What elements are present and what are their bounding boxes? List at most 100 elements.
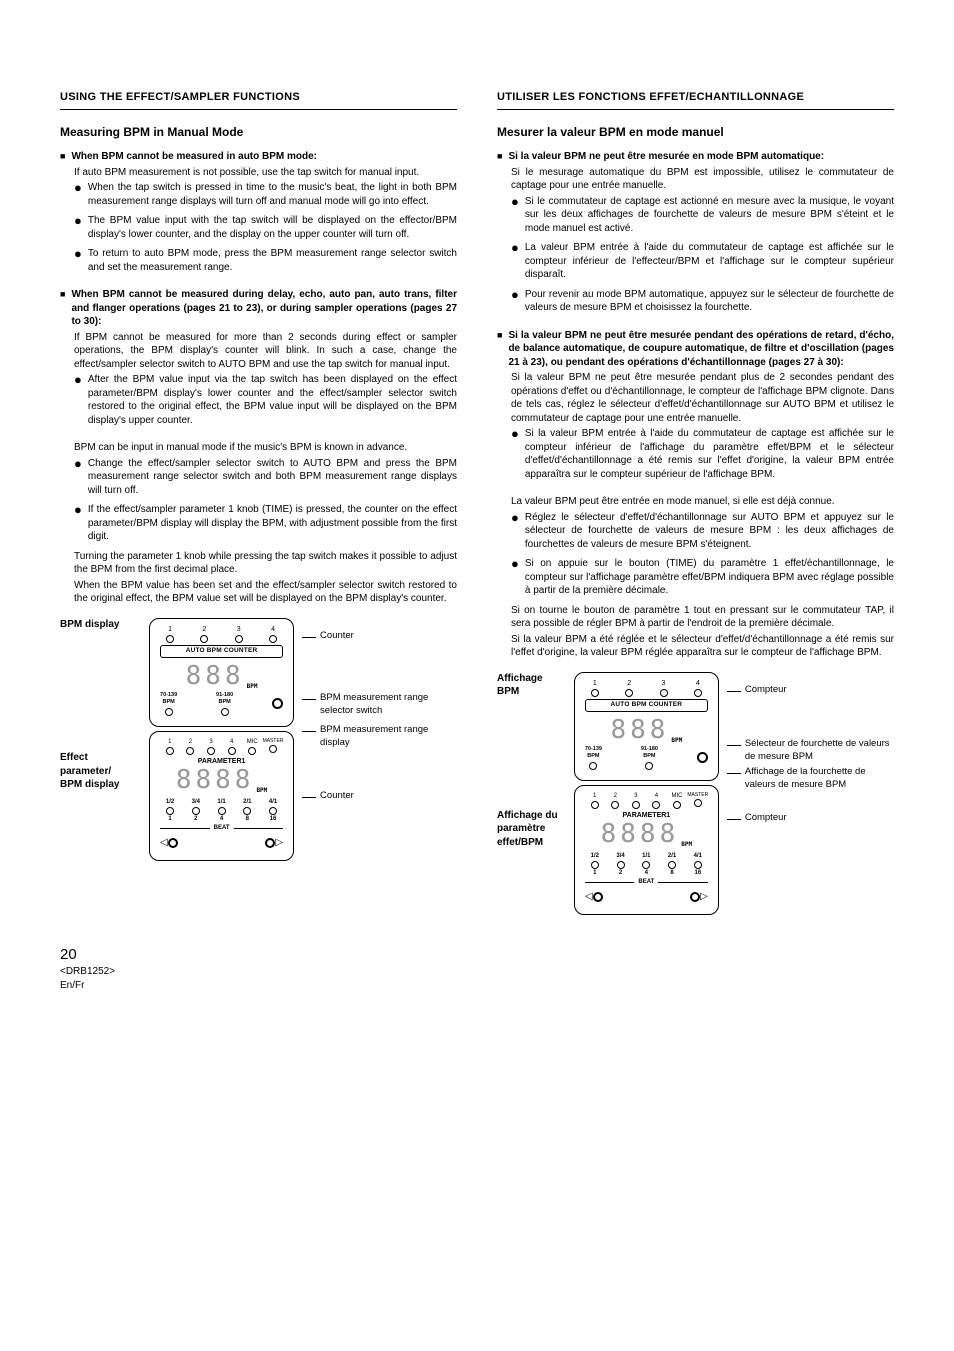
- pad-button-icon[interactable]: [690, 892, 700, 902]
- anno-counter: Counter: [320, 630, 354, 643]
- led-icon: [269, 635, 277, 643]
- triangle-left-icon[interactable]: ◁: [160, 836, 168, 850]
- square-bullet-icon: ■: [497, 150, 502, 164]
- dot-bullet-icon: ●: [74, 373, 82, 427]
- triangle-right-icon[interactable]: ▷: [275, 836, 283, 850]
- left-b2-p1: If BPM cannot be measured for more than …: [74, 331, 457, 372]
- auto-bpm-counter-box-r: AUTO BPM COUNTER: [585, 699, 708, 712]
- led-icon: [652, 801, 660, 809]
- dot-bullet-icon: ●: [511, 557, 519, 598]
- right-b2-p4: Si la valeur BPM a été réglée et le séle…: [511, 633, 894, 660]
- dot-bullet-icon: ●: [511, 241, 519, 282]
- dot-bullet-icon: ●: [511, 288, 519, 315]
- anno-counter2: Counter: [320, 790, 354, 803]
- right-b2-p1: Si la valeur BPM ne peut être mesurée pe…: [511, 371, 894, 425]
- pad-button-icon[interactable]: [593, 892, 603, 902]
- left-b2-d1: ● After the BPM value input via the tap …: [74, 373, 457, 427]
- led-icon: [228, 747, 236, 755]
- dot-bullet-icon: ●: [74, 247, 82, 274]
- doc-lang: En/Fr: [60, 979, 894, 993]
- anno-affichage-fourchette: Affichage de la fourchette de valeurs de…: [745, 766, 894, 792]
- doc-code: <DRB1252>: [60, 965, 894, 979]
- right-b1-d2: ● La valeur BPM entrée à l'aide du commu…: [511, 241, 894, 282]
- left-b2-d2: ● Change the effect/sampler selector swi…: [74, 457, 457, 498]
- led-icon: [243, 807, 251, 815]
- left-b2-p2: BPM can be input in manual mode if the m…: [74, 441, 457, 455]
- right-b2-d1: ● Si la valeur BPM entrée à l'aide du co…: [511, 427, 894, 481]
- triangle-right-icon[interactable]: ▷: [700, 890, 708, 904]
- dot-bullet-icon: ●: [74, 181, 82, 208]
- right-h2: Mesurer la valeur BPM en mode manuel: [497, 124, 894, 140]
- right-section-header: UTILISER LES FONCTIONS EFFET/ECHANTILLON…: [497, 90, 894, 110]
- led-icon: [591, 689, 599, 697]
- anno-range-disp: BPM measurement range display: [320, 724, 457, 750]
- led-icon: [166, 635, 174, 643]
- left-section-header: USING THE EFFECT/SAMPLER FUNCTIONS: [60, 90, 457, 110]
- led-icon: [645, 762, 653, 770]
- bpm-upper-panel: 1 2 3 4 AUTO BPM COUNTER 888BPM 70-139 B…: [149, 618, 294, 727]
- bpm-lower-panel-r: 1 2 3 4 MIC MASTER PARAMETER1 8888BPM 1/…: [574, 785, 719, 915]
- left-b1-intro: If auto BPM measurement is not possible,…: [74, 166, 457, 180]
- led-icon: [165, 708, 173, 716]
- led-icon: [632, 801, 640, 809]
- right-b2-p2: La valeur BPM peut être entrée en mode m…: [511, 495, 894, 509]
- left-b1-d3: ● To return to auto BPM mode, press the …: [74, 247, 457, 274]
- dot-bullet-icon: ●: [74, 457, 82, 498]
- led-icon: [248, 747, 256, 755]
- led-icon: [192, 807, 200, 815]
- dot-bullet-icon: ●: [511, 511, 519, 552]
- dot-bullet-icon: ●: [74, 503, 82, 544]
- led-icon: [218, 807, 226, 815]
- affichage-param-label: Affichage du paramètre effet/BPM: [497, 809, 566, 850]
- led-icon: [207, 747, 215, 755]
- led-icon: [166, 747, 174, 755]
- seven-seg-4: 8888BPM: [160, 766, 283, 794]
- dot-bullet-icon: ●: [511, 195, 519, 236]
- led-icon: [200, 635, 208, 643]
- right-block1-title: ■ Si la valeur BPM ne peut être mesurée …: [497, 150, 894, 164]
- led-icon: [611, 801, 619, 809]
- left-block2-title: ■ When BPM cannot be measured during del…: [60, 288, 457, 329]
- anno-compteur: Compteur: [745, 684, 787, 697]
- pad-button-icon[interactable]: [168, 838, 178, 848]
- left-b2-p4: When the BPM value has been set and the …: [74, 579, 457, 606]
- led-icon: [269, 745, 277, 753]
- led-icon: [221, 708, 229, 716]
- led-icon: [617, 861, 625, 869]
- left-block1-title: ■ When BPM cannot be measured in auto BP…: [60, 150, 457, 164]
- left-b1-d1: ● When the tap switch is pressed in time…: [74, 181, 457, 208]
- left-b2-p3: Turning the parameter 1 knob while press…: [74, 550, 457, 577]
- seven-seg-3: 888BPM: [160, 662, 283, 690]
- pad-button-icon[interactable]: [272, 698, 283, 709]
- led-icon: [591, 861, 599, 869]
- led-icon: [589, 762, 597, 770]
- right-b2-d3: ● Si on appuie sur le bouton (TIME) du p…: [511, 557, 894, 598]
- led-icon: [186, 747, 194, 755]
- bpm-diagram-right: Affichage BPM Affichage du paramètre eff…: [497, 672, 894, 915]
- auto-bpm-counter-box: AUTO BPM COUNTER: [160, 645, 283, 658]
- led-icon: [591, 801, 599, 809]
- led-icon: [673, 801, 681, 809]
- led-icon: [694, 799, 702, 807]
- right-b1-d3: ● Pour revenir au mode BPM automatique, …: [511, 288, 894, 315]
- led-icon: [642, 861, 650, 869]
- left-b1-d2: ● The BPM value input with the tap switc…: [74, 214, 457, 241]
- left-h2: Measuring BPM in Manual Mode: [60, 124, 457, 140]
- pad-button-icon[interactable]: [265, 838, 275, 848]
- anno-compteur2: Compteur: [745, 812, 787, 825]
- anno-selecteur: Sélecteur de fourchette de valeurs de me…: [745, 738, 894, 764]
- seven-seg-3-r: 888BPM: [585, 716, 708, 744]
- led-icon: [269, 807, 277, 815]
- square-bullet-icon: ■: [497, 329, 502, 370]
- bpm-upper-panel-r: 1 2 3 4 AUTO BPM COUNTER 888BPM 70-139 B…: [574, 672, 719, 781]
- left-b2-d3: ● If the effect/sampler parameter 1 knob…: [74, 503, 457, 544]
- effect-param-label: Effect parameter/ BPM display: [60, 751, 141, 792]
- right-b2-p3: Si on tourne le bouton de paramètre 1 to…: [511, 604, 894, 631]
- page-number: 20: [60, 945, 894, 965]
- page-footer: 20 <DRB1252> En/Fr: [60, 945, 894, 992]
- pad-button-icon[interactable]: [697, 752, 708, 763]
- square-bullet-icon: ■: [60, 150, 65, 164]
- triangle-left-icon[interactable]: ◁: [585, 890, 593, 904]
- led-icon: [668, 861, 676, 869]
- anno-range-sel: BPM measurement range selector switch: [320, 692, 457, 718]
